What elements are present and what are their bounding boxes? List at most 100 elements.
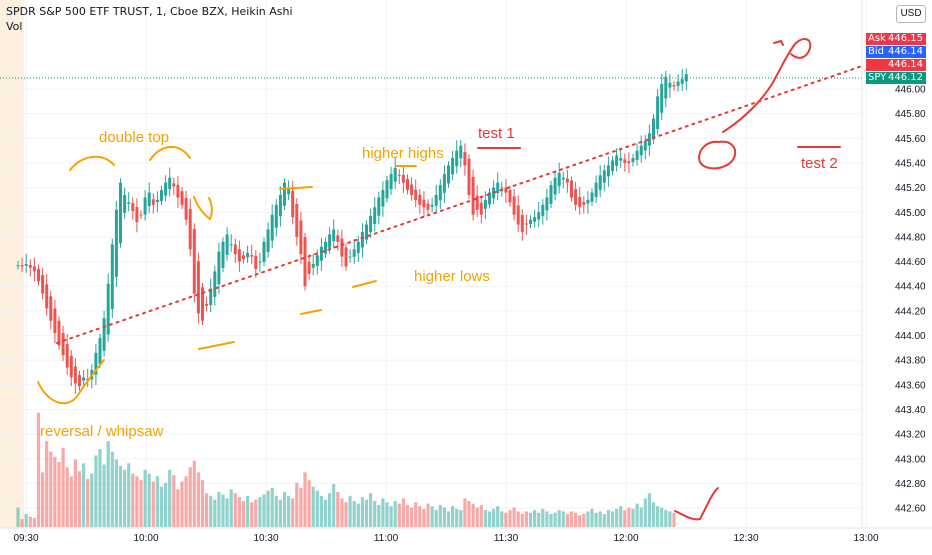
volume-bar bbox=[340, 498, 344, 527]
volume-bar bbox=[135, 476, 139, 527]
candle-body bbox=[45, 284, 49, 309]
candle-body bbox=[217, 251, 221, 285]
candle-body bbox=[643, 140, 647, 151]
volume-bar bbox=[90, 473, 94, 527]
volume-bar bbox=[102, 464, 106, 527]
candle-body bbox=[61, 333, 65, 356]
candle-body bbox=[463, 152, 467, 166]
currency-button[interactable]: USD bbox=[896, 5, 926, 23]
candle-body bbox=[201, 287, 204, 321]
volume-bar bbox=[643, 498, 647, 527]
candle-body bbox=[512, 196, 516, 215]
volume-bar bbox=[155, 476, 159, 527]
volume-bar bbox=[590, 508, 594, 527]
symbol-label: SPY bbox=[868, 72, 887, 83]
volume-bar bbox=[28, 516, 32, 527]
candle-body bbox=[135, 207, 139, 223]
candle-body bbox=[213, 271, 217, 297]
volume-bar bbox=[159, 486, 164, 527]
candle-body bbox=[114, 209, 118, 277]
volume-bar bbox=[586, 511, 590, 527]
volume-bar bbox=[200, 480, 205, 527]
candle-body bbox=[504, 187, 508, 193]
volume-bar bbox=[430, 506, 434, 527]
candle-body bbox=[37, 268, 40, 282]
y-tick-label: 445.20 bbox=[895, 183, 926, 194]
volume-bar bbox=[615, 508, 619, 527]
volume-bar bbox=[660, 507, 664, 527]
candle-body bbox=[176, 184, 180, 198]
candle-body bbox=[611, 160, 614, 171]
volume-bar bbox=[455, 508, 459, 527]
volume-bar bbox=[127, 463, 131, 527]
breakout-circle bbox=[698, 140, 737, 170]
candle-body bbox=[672, 85, 676, 87]
volume-bar bbox=[77, 471, 82, 527]
volume-bar bbox=[246, 495, 250, 527]
x-tick-label: 11:00 bbox=[374, 533, 399, 544]
volume-bar bbox=[233, 493, 237, 527]
candle-body bbox=[590, 192, 594, 202]
y-tick-label: 443.80 bbox=[895, 356, 926, 367]
volume-bar bbox=[213, 499, 217, 527]
x-tick-label: 11:30 bbox=[494, 533, 519, 544]
last-price-value: 446.14 bbox=[888, 59, 923, 70]
time-axis[interactable]: 09:30 10:00 10:30 11:00 11:30 12:00 12:30 13:00 bbox=[13, 533, 878, 544]
candle-body bbox=[344, 247, 348, 267]
candle-body bbox=[586, 199, 590, 204]
candle-body bbox=[520, 215, 524, 232]
symbol-price-tag: SPY 446.12 bbox=[866, 72, 926, 84]
candle-body bbox=[299, 220, 303, 255]
candle-body bbox=[262, 241, 266, 262]
volume-bar bbox=[381, 498, 385, 527]
volume-bar bbox=[360, 497, 364, 527]
volume-bar bbox=[401, 498, 405, 527]
volume-bar bbox=[528, 512, 533, 527]
volume-bar bbox=[651, 502, 656, 527]
volume-bar bbox=[20, 519, 24, 527]
volume-bar bbox=[168, 469, 172, 527]
volume-bar bbox=[422, 508, 426, 527]
volume-bar bbox=[479, 504, 483, 527]
candle-body bbox=[16, 265, 20, 267]
volume-bar bbox=[426, 503, 430, 527]
candle-body bbox=[545, 197, 549, 211]
candle-body bbox=[397, 174, 401, 176]
volume-bar bbox=[414, 502, 418, 527]
volume-bar bbox=[69, 476, 73, 527]
volume-bar bbox=[352, 501, 356, 527]
volume-bar bbox=[533, 510, 537, 527]
volume-bar bbox=[606, 510, 610, 527]
candle-body bbox=[180, 191, 184, 205]
volume-bar bbox=[446, 511, 451, 527]
candle-body bbox=[631, 158, 635, 163]
double-top-arc-1 bbox=[69, 155, 115, 171]
volume-bar bbox=[209, 495, 213, 527]
candle-body bbox=[434, 194, 438, 206]
candle-body bbox=[668, 82, 672, 88]
breakout-arrow-head bbox=[773, 39, 784, 46]
low-mark-1 bbox=[198, 341, 235, 350]
candle-body bbox=[254, 255, 258, 269]
volume-bar bbox=[172, 475, 176, 527]
volume-indicator-label[interactable]: Vol bbox=[6, 20, 23, 33]
ask-label: Ask bbox=[868, 33, 886, 44]
candle-body bbox=[430, 204, 434, 207]
volume-bar bbox=[262, 494, 266, 527]
volume-bar bbox=[123, 469, 127, 527]
candle-body bbox=[623, 159, 627, 163]
ask-price-tag: Ask 446.15 bbox=[866, 33, 926, 45]
candle-body bbox=[598, 175, 602, 190]
volume-bar bbox=[565, 514, 569, 527]
candle-body bbox=[328, 234, 332, 248]
volume-bar bbox=[323, 499, 328, 527]
price-axis[interactable]: 446.00 445.80 445.60 445.40 445.20 445.00 444.… bbox=[895, 85, 926, 515]
bid-value: 446.14 bbox=[888, 46, 923, 57]
volume-bar bbox=[508, 510, 512, 527]
volume-bar bbox=[45, 441, 49, 527]
candle-body bbox=[151, 199, 155, 205]
candle-body bbox=[332, 229, 336, 242]
symbol-title[interactable]: SPDR S&P 500 ETF TRUST, 1, Cboe BZX, Hei… bbox=[6, 5, 293, 18]
